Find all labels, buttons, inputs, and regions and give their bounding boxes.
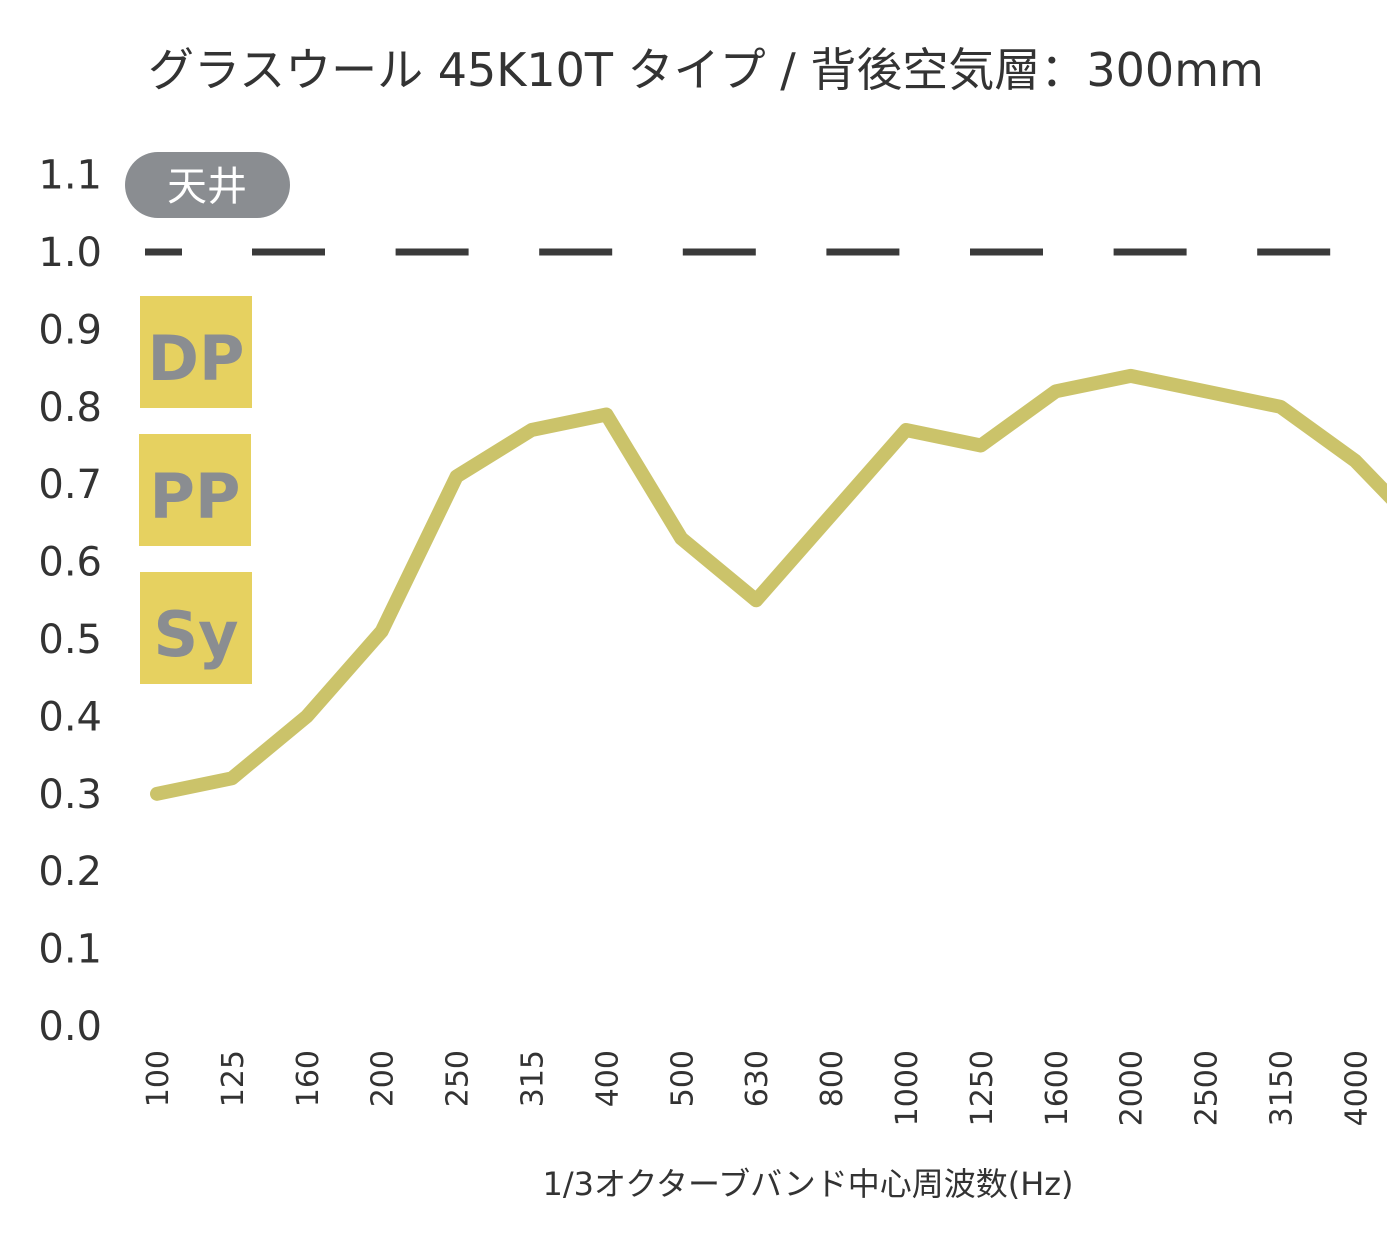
x-tick-label: 315 — [516, 1050, 551, 1107]
chart-title: グラスウール 45K10T タイプ / 背後空気層：300mm — [148, 43, 1264, 97]
badge-pp: PP — [139, 434, 251, 546]
x-tick-label: 1250 — [965, 1050, 1000, 1126]
badge-dp: DP — [140, 296, 252, 408]
y-tick-label: 0.1 — [38, 927, 102, 973]
x-tick-label: 500 — [665, 1050, 700, 1107]
series-line-absorption — [150, 368, 1387, 801]
x-tick-label: 3150 — [1265, 1050, 1300, 1126]
badge-dp-label: DP — [148, 322, 245, 395]
x-axis-label: 1/3オクターブバンド中心周波数(Hz) — [542, 1165, 1073, 1203]
x-tick-label: 2000 — [1115, 1050, 1150, 1126]
y-tick-label: 1.1 — [38, 153, 102, 199]
y-tick-label: 0.3 — [38, 772, 102, 818]
location-label: 天井 — [167, 164, 247, 210]
x-tick-label: 200 — [366, 1050, 401, 1107]
y-tick-label: 0.0 — [38, 1004, 102, 1050]
x-tick-label: 160 — [291, 1050, 326, 1107]
badge-pp-label: PP — [150, 460, 241, 533]
x-tick-label: 630 — [740, 1050, 775, 1107]
series-line — [150, 368, 1387, 801]
y-tick-label: 0.8 — [38, 385, 102, 431]
y-axis-ticks: 0.0 0.1 0.2 0.3 0.4 0.5 0.6 0.7 0.8 0.9 1.0 1.1 — [38, 153, 102, 1050]
x-tick-label: 1600 — [1040, 1050, 1075, 1126]
x-tick-label: 400 — [590, 1050, 625, 1107]
x-tick-label: 125 — [216, 1050, 251, 1107]
location-pill — [125, 152, 290, 218]
y-tick-label: 0.4 — [38, 694, 102, 740]
x-tick-label: 250 — [441, 1050, 476, 1107]
y-tick-label: 0.9 — [38, 307, 102, 353]
badge-sy-label: Sy — [153, 598, 238, 671]
y-tick-label: 1.0 — [38, 230, 102, 276]
x-tick-label: 100 — [141, 1050, 176, 1107]
x-axis-ticks: 100 125 160 200 250 315 400 500 630 800 1000 1250 16… — [141, 1050, 1374, 1126]
x-tick-label: 1000 — [890, 1050, 925, 1126]
y-tick-label: 0.6 — [38, 540, 102, 586]
x-tick-label: 800 — [815, 1050, 850, 1107]
x-tick-label: 2500 — [1190, 1050, 1225, 1126]
x-tick-label: 4000 — [1339, 1050, 1374, 1126]
y-tick-label: 0.7 — [38, 462, 102, 508]
y-tick-label: 0.2 — [38, 849, 102, 895]
y-tick-label: 0.5 — [38, 617, 102, 663]
badge-sy: Sy — [140, 572, 252, 684]
